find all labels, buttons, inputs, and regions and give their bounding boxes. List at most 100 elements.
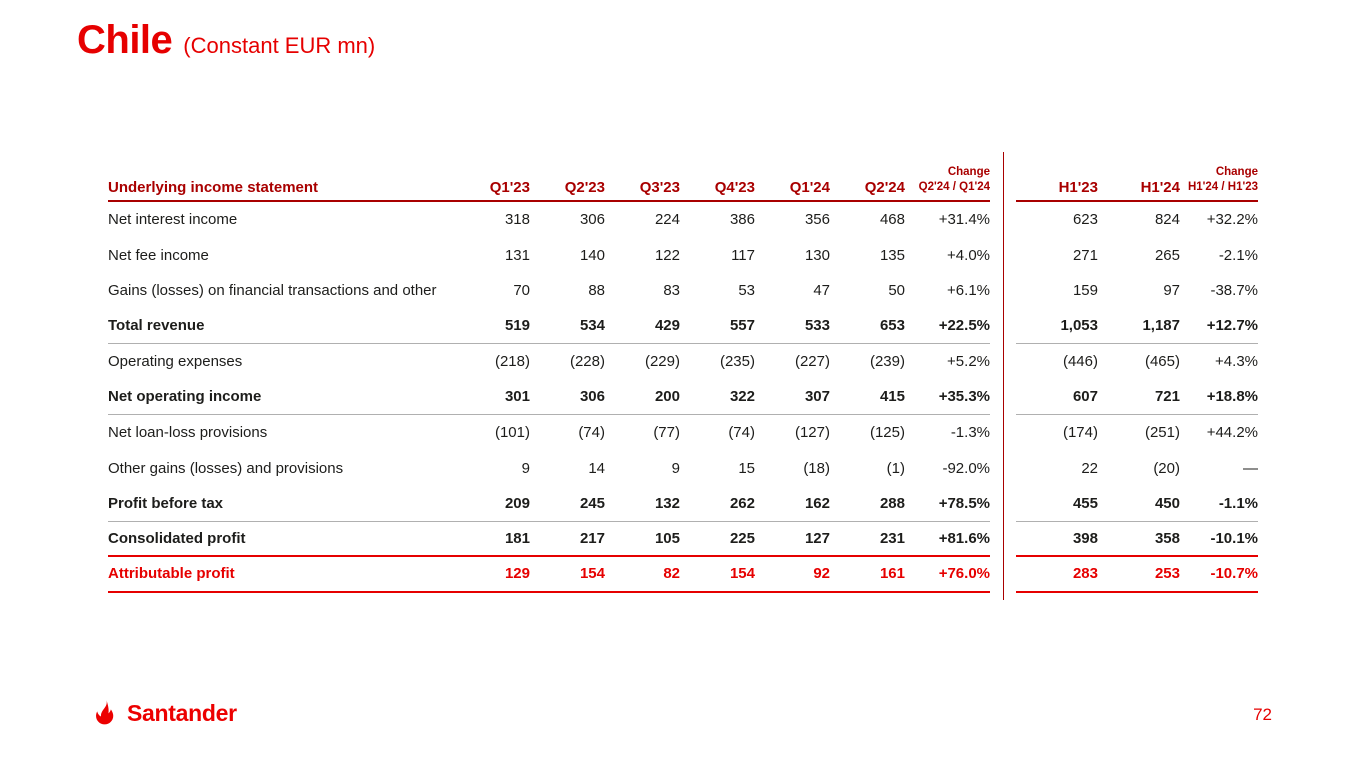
cell-q2-24: 288	[879, 494, 905, 512]
cell-q-change: +6.1%	[947, 282, 990, 300]
cell-q3-23: 82	[663, 565, 680, 583]
table-row: Gains (losses) on financial transactions…	[108, 273, 1258, 309]
cell-q-change: +78.5%	[938, 494, 990, 512]
slide-title-block: Chile (Constant EUR mn)	[77, 18, 375, 63]
cell-q1-23: 129	[504, 565, 530, 583]
table-row: Operating expenses (218) (228) (229) (23…	[108, 344, 1258, 380]
cell-q4-23: 322	[729, 388, 755, 406]
cell-h1-23: 455	[1072, 494, 1098, 512]
santander-flame-icon	[88, 699, 120, 728]
cell-h1-23: 607	[1072, 388, 1098, 406]
cell-h1-23: 159	[1072, 282, 1098, 300]
cell-q3-23: 224	[654, 211, 680, 229]
cell-h1-24: (465)	[1144, 353, 1180, 371]
cell-q2-23: 140	[579, 246, 605, 264]
cell-h1-23: (446)	[1062, 353, 1098, 371]
cell-q-change: -92.0%	[942, 459, 990, 477]
cell-h1-23: 623	[1072, 211, 1098, 229]
table-row: Profit before tax 209 245 132 262 162 28…	[108, 486, 1258, 522]
cell-q-change: +4.0%	[947, 246, 990, 264]
column-header-h1-24: H1'24	[1140, 179, 1180, 196]
cell-q2-23: 306	[579, 211, 605, 229]
table-row: Net fee income 131 140 122 117 130 135 +…	[108, 238, 1258, 274]
column-header-q4-23: Q4'23	[714, 179, 755, 196]
cell-q3-23: 83	[663, 282, 680, 300]
cell-q2-23: 534	[579, 317, 605, 335]
cell-h1-24: 97	[1163, 282, 1180, 300]
table-row: Other gains (losses) and provisions 9 14…	[108, 451, 1258, 487]
cell-q4-23: 225	[729, 529, 755, 547]
table-row: Total revenue 519 534 429 557 533 653 +2…	[108, 309, 1258, 344]
cell-q1-24: 533	[804, 317, 830, 335]
cell-q3-23: 122	[654, 246, 680, 264]
cell-h1-23: 283	[1072, 565, 1098, 583]
cell-q2-24: 135	[879, 246, 905, 264]
cell-h1-24: 721	[1154, 388, 1180, 406]
cell-q1-23: (101)	[494, 424, 530, 442]
header-half-group: H1'23 H1'24	[1016, 152, 1180, 202]
cell-h-change: -10.7%	[1210, 565, 1258, 583]
cell-q4-23: 262	[729, 494, 755, 512]
page-number: 72	[1253, 705, 1272, 724]
column-header-q2-23: Q2'23	[564, 179, 605, 196]
header-q-change-group: Change Q2'24 / Q1'24	[905, 152, 990, 202]
cell-q1-23: 301	[504, 388, 530, 406]
cell-q2-24: (239)	[869, 353, 905, 371]
cell-q-change: +31.4%	[938, 211, 990, 229]
column-header-q1-23: Q1'23	[489, 179, 530, 196]
row-label: Consolidated profit	[108, 529, 246, 547]
cell-h1-24: 824	[1154, 211, 1180, 229]
cell-q4-23: 154	[729, 565, 755, 583]
cell-q4-23: (235)	[719, 353, 755, 371]
cell-q-change: +35.3%	[938, 388, 990, 406]
table-row: Consolidated profit 181 217 105 225 127 …	[108, 522, 1258, 557]
column-group-divider	[1003, 152, 1004, 600]
cell-q3-23: (229)	[644, 353, 680, 371]
table-row: Net interest income 318 306 224 386 356 …	[108, 202, 1258, 238]
santander-wordmark: Santander	[127, 700, 237, 726]
cell-h-change: -38.7%	[1210, 282, 1258, 300]
cell-q2-24: 50	[888, 282, 905, 300]
cell-q3-23: 200	[654, 388, 680, 406]
cell-q1-23: 9	[521, 459, 530, 477]
cell-q1-24: 162	[804, 494, 830, 512]
cell-q4-23: (74)	[728, 424, 755, 442]
row-label: Net operating income	[108, 388, 262, 406]
cell-q2-23: (74)	[578, 424, 605, 442]
row-label: Net loan-loss provisions	[108, 424, 268, 442]
table-row: Net loan-loss provisions (101) (74) (77)…	[108, 415, 1258, 451]
cell-q3-23: (77)	[653, 424, 680, 442]
row-label: Net interest income	[108, 211, 238, 229]
cell-q1-24: 47	[813, 282, 830, 300]
cell-q2-23: 245	[579, 494, 605, 512]
cell-h-change: +12.7%	[1206, 317, 1258, 335]
cell-h1-24: 450	[1154, 494, 1180, 512]
cell-q1-23: 131	[504, 246, 530, 264]
santander-logo: Santander	[88, 699, 237, 728]
cell-q1-24: 127	[804, 529, 830, 547]
cell-h1-23: (174)	[1062, 424, 1098, 442]
cell-q2-24: 415	[879, 388, 905, 406]
table-row: Attributable profit 129 154 82 154 92 16…	[108, 557, 1258, 593]
q-change-title: Change	[947, 165, 990, 178]
column-header-q2-24: Q2'24	[864, 179, 905, 196]
cell-h-change: —	[1243, 459, 1258, 477]
cell-h1-23: 22	[1081, 459, 1098, 477]
row-label: Other gains (losses) and provisions	[108, 459, 344, 477]
column-header-h1-23: H1'23	[1058, 179, 1098, 196]
cell-h1-24: (20)	[1153, 459, 1180, 477]
cell-q1-24: 356	[804, 211, 830, 229]
h-change-subtitle: H1'24 / H1'23	[1187, 181, 1258, 194]
q-change-subtitle: Q2'24 / Q1'24	[918, 181, 990, 194]
cell-h1-23: 398	[1072, 529, 1098, 547]
cell-q2-24: 161	[879, 565, 905, 583]
cell-q3-23: 9	[671, 459, 680, 477]
cell-q2-24: 653	[879, 317, 905, 335]
cell-q1-24: (18)	[803, 459, 830, 477]
cell-h-change: -10.1%	[1210, 529, 1258, 547]
cell-q-change: -1.3%	[950, 424, 990, 442]
cell-q1-24: 130	[804, 246, 830, 264]
table-row: Net operating income 301 306 200 322 307…	[108, 380, 1258, 415]
row-label: Operating expenses	[108, 353, 243, 371]
income-statement-table: Underlying income statement Q1'23 Q2'23 …	[108, 152, 1258, 600]
